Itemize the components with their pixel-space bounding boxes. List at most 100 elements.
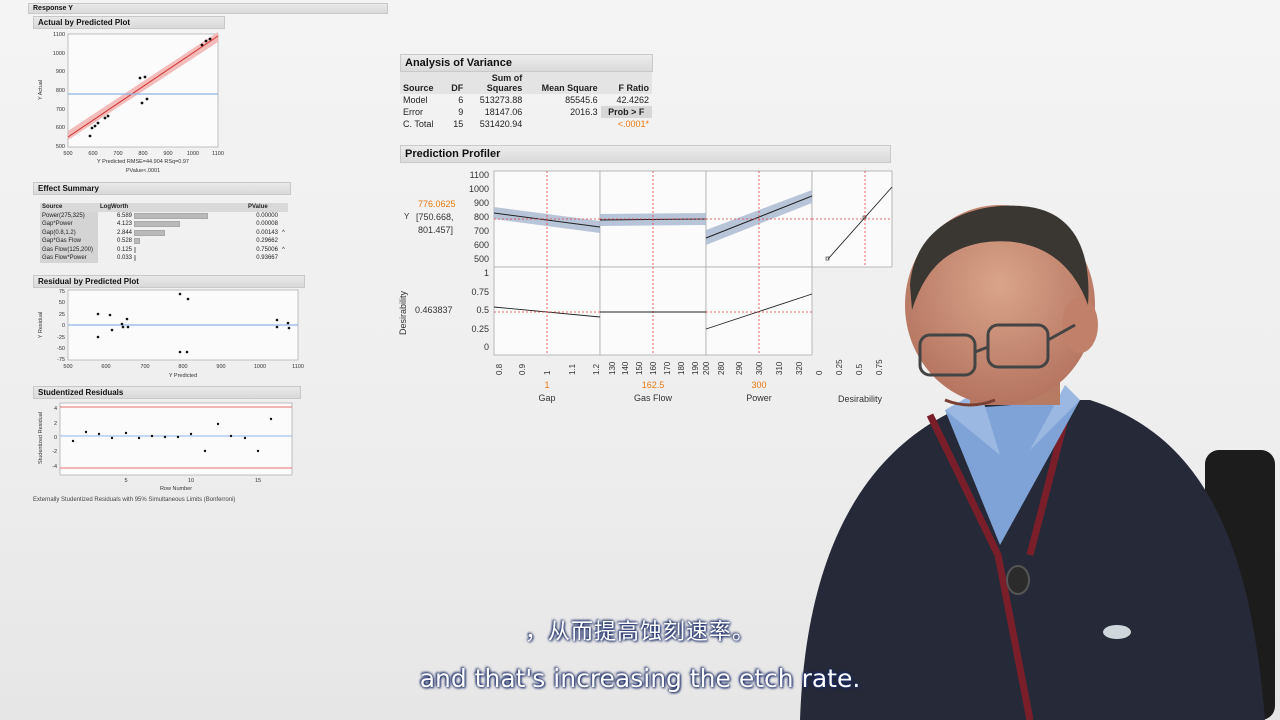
d-tick: 0.75 — [471, 287, 489, 297]
table-row[interactable]: Gap*Power 4.123 0.00008 — [40, 220, 288, 229]
y-tick: 600 — [56, 125, 65, 131]
effect-pvalue: 0.00008 — [256, 221, 278, 228]
x-tick: 500 — [63, 151, 72, 157]
fit-line — [67, 35, 219, 138]
y-tick: 500 — [56, 144, 65, 150]
y-tick: 4 — [54, 406, 57, 412]
x-tick: 900 — [163, 151, 172, 157]
x-tick: 10 — [188, 478, 194, 484]
y-tick: -50 — [57, 346, 65, 352]
crocodile-logo-icon — [1103, 625, 1131, 639]
profiler-desirability-value: 0.463837 — [415, 305, 453, 315]
svg-text:1: 1 — [543, 370, 552, 375]
svg-text:290: 290 — [735, 361, 744, 375]
effect-bar — [134, 212, 246, 221]
d-tick: 0 — [484, 342, 489, 352]
y-tick: 0 — [54, 435, 57, 441]
x-tick: 700 — [113, 151, 122, 157]
effect-bar — [134, 229, 246, 238]
profiler-y-label: Y — [404, 212, 410, 221]
y-tick: 700 — [56, 107, 65, 113]
y-tick: 600 — [474, 240, 489, 250]
svg-text:140: 140 — [621, 361, 630, 375]
effect-logworth: 4.123 — [116, 221, 132, 228]
profiler-desirability-label: Desirability — [398, 290, 408, 335]
table-row: Model 6 513273.88 85545.6 42.4262 — [403, 95, 649, 105]
col-source[interactable]: Source — [40, 203, 98, 212]
table-row[interactable]: Gap(0.8,1.2) 2.844 0.00143 ^ — [40, 228, 288, 238]
table-row[interactable]: Power(275,325) 6.589 0.00000 — [40, 211, 288, 221]
gap-label: Gap — [538, 393, 555, 403]
y-tick: 900 — [474, 198, 489, 208]
x-axis-label: Y Predicted RMSE=44.904 RSq=0.97 — [97, 159, 189, 165]
y-tick: 75 — [59, 289, 65, 295]
y-tick: 800 — [56, 88, 65, 94]
x-tick: 600 — [88, 151, 97, 157]
col-f: F Ratio — [618, 83, 650, 93]
x-tick: 1100 — [212, 151, 224, 157]
y-tick: 900 — [56, 69, 65, 75]
col-pvalue[interactable]: PValue — [246, 203, 280, 212]
svg-text:0.8: 0.8 — [495, 363, 504, 375]
effect-source: Gas Flow(125,200) — [40, 245, 98, 254]
svg-text:0.5: 0.5 — [855, 363, 864, 375]
effect-summary-title[interactable]: Effect Summary — [33, 182, 291, 195]
data-points — [88, 37, 212, 138]
svg-text:130: 130 — [608, 361, 617, 375]
x-tick: 1000 — [254, 364, 266, 370]
table-row[interactable]: Gap*Gas Flow 0.528 0.29662 — [40, 237, 288, 246]
power-value: 300 — [751, 380, 766, 390]
x-tick: 5 — [124, 478, 127, 484]
svg-text:190: 190 — [691, 361, 700, 375]
col-logworth[interactable]: LogWorth — [98, 203, 134, 212]
studentized-caption: Externally Studentized Residuals with 95… — [33, 497, 236, 503]
x-axis-label: Y Predicted — [169, 373, 197, 379]
y-axis-label: Studentized Residual — [38, 412, 44, 464]
effect-mark — [280, 254, 288, 263]
response-header[interactable]: Response Y — [28, 3, 388, 14]
table-row[interactable]: Gas Flow(125,200) 0.125 0.75006 ^ — [40, 245, 288, 254]
table-row[interactable]: Gas Flow*Power 0.033 0.93667 — [40, 254, 288, 263]
effect-logworth: 0.033 — [116, 255, 132, 262]
anova-title[interactable]: Analysis of Variance — [400, 54, 653, 72]
effect-source: Gas Flow*Power — [40, 254, 98, 263]
y-tick: 1000 — [53, 51, 65, 57]
col-ms: Mean Square — [541, 83, 598, 93]
effect-pvalue: 0.93667 — [256, 255, 278, 262]
svg-text:170: 170 — [663, 361, 672, 375]
subtitle-chinese: ，从而提高蚀刻速率。 — [524, 620, 755, 645]
effect-logworth: 0.125 — [116, 246, 132, 253]
x-tick: 700 — [140, 364, 149, 370]
effect-bar — [134, 220, 246, 229]
table-row: C. Total 15 531420.94 <.0001* — [403, 119, 649, 129]
y-axis-label: Y Residual — [38, 312, 44, 339]
y-tick: -25 — [57, 335, 65, 341]
d-tick: 1 — [484, 268, 489, 278]
svg-text:180: 180 — [677, 361, 686, 375]
x-tick: 800 — [138, 151, 147, 157]
y-tick: 50 — [59, 300, 65, 306]
studentized-residuals-title[interactable]: Studentized Residuals — [33, 386, 301, 399]
effect-source: Power(275,325) — [40, 211, 98, 220]
residual-by-predicted-title[interactable]: Residual by Predicted Plot — [33, 275, 305, 288]
prediction-profiler: 1100 1000 900 800 700 600 500 1 0.75 0.5… — [469, 170, 893, 404]
y-tick: 0 — [62, 323, 65, 329]
y-tick: -4 — [52, 464, 57, 470]
actual-by-predicted-plot: 500 600 700 800 900 1000 1100 1100 1000 … — [38, 32, 224, 174]
col-bar — [134, 203, 246, 212]
y-axis-label: Y Actual — [38, 80, 44, 100]
x-tick: 500 — [63, 364, 72, 370]
profiler-title[interactable]: Prediction Profiler — [400, 145, 891, 163]
effect-mark: ^ — [282, 229, 285, 236]
d-tick: 0.5 — [476, 305, 489, 315]
effect-mark — [280, 212, 288, 221]
x-tick: 900 — [216, 364, 225, 370]
studentized-residuals-plot: 5 10 15 4 2 0 -2 -4 Studentized Residual… — [38, 402, 293, 492]
x-tick: 800 — [178, 364, 187, 370]
svg-text:0.9: 0.9 — [518, 363, 527, 375]
profiler-ci-1: [750.668, — [416, 212, 454, 222]
actual-by-predicted-title[interactable]: Actual by Predicted Plot — [33, 16, 225, 29]
y-tick: 1000 — [469, 184, 489, 194]
subtitle-english: and that's increasing the etch rate. — [419, 664, 861, 693]
effect-source: Gap(0.8,1.2) — [40, 228, 98, 237]
